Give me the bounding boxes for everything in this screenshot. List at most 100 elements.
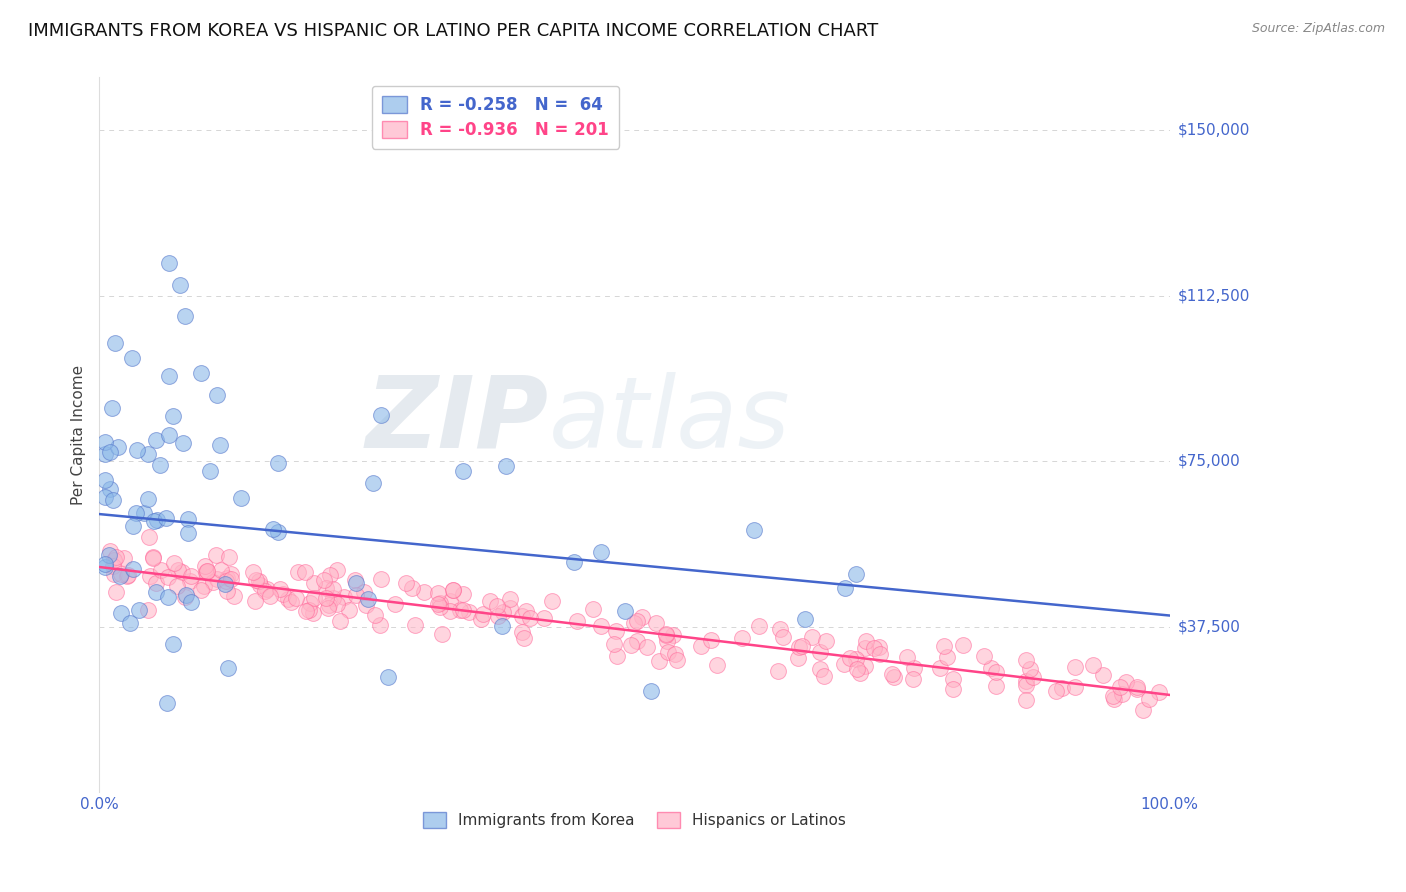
Point — [706, 657, 728, 672]
Y-axis label: Per Capita Income: Per Capita Income — [72, 365, 86, 505]
Point — [766, 664, 789, 678]
Point — [903, 672, 925, 686]
Point — [94, 490, 117, 504]
Point — [619, 638, 641, 652]
Point — [316, 601, 339, 615]
Point — [731, 631, 754, 645]
Point — [157, 590, 180, 604]
Point — [204, 548, 226, 562]
Point — [195, 565, 218, 579]
Point — [657, 645, 679, 659]
Point — [219, 566, 242, 581]
Point — [853, 659, 876, 673]
Point — [1021, 670, 1043, 684]
Point — [344, 576, 367, 591]
Point — [277, 592, 299, 607]
Legend: Immigrants from Korea, Hispanics or Latinos: Immigrants from Korea, Hispanics or Lati… — [416, 806, 852, 834]
Point — [451, 603, 474, 617]
Point — [486, 599, 509, 614]
Point — [495, 458, 517, 473]
Point — [142, 551, 165, 566]
Point — [690, 639, 713, 653]
Point — [1147, 685, 1170, 699]
Point — [654, 627, 676, 641]
Point — [217, 661, 239, 675]
Point — [813, 669, 835, 683]
Point — [218, 549, 240, 564]
Point — [315, 581, 337, 595]
Point — [134, 506, 156, 520]
Point — [195, 565, 218, 579]
Point — [105, 549, 128, 564]
Point — [202, 575, 225, 590]
Point — [193, 579, 215, 593]
Point — [984, 679, 1007, 693]
Point — [194, 558, 217, 573]
Point — [451, 464, 474, 478]
Point — [472, 607, 495, 622]
Point — [177, 511, 200, 525]
Point — [952, 638, 974, 652]
Point — [156, 697, 179, 711]
Point — [1050, 681, 1073, 696]
Point — [1115, 675, 1137, 690]
Point — [787, 640, 810, 655]
Point — [219, 573, 242, 587]
Point — [243, 594, 266, 608]
Point — [302, 576, 325, 591]
Point — [936, 649, 959, 664]
Point — [121, 351, 143, 365]
Point — [103, 553, 125, 567]
Point — [249, 578, 271, 592]
Point — [104, 585, 127, 599]
Point — [136, 447, 159, 461]
Point — [312, 573, 335, 587]
Point — [787, 650, 810, 665]
Point — [215, 571, 238, 585]
Point — [125, 443, 148, 458]
Point — [298, 603, 321, 617]
Point — [748, 619, 770, 633]
Point — [190, 583, 212, 598]
Point — [492, 605, 515, 619]
Text: $37,500: $37,500 — [1178, 619, 1241, 634]
Point — [848, 666, 870, 681]
Point — [166, 579, 188, 593]
Point — [162, 409, 184, 423]
Point — [110, 606, 132, 620]
Point — [242, 566, 264, 580]
Point — [1111, 687, 1133, 701]
Point — [115, 569, 138, 583]
Point — [295, 604, 318, 618]
Point — [880, 666, 903, 681]
Point — [429, 596, 451, 610]
Point — [103, 566, 125, 581]
Point — [217, 584, 239, 599]
Point — [1015, 693, 1038, 707]
Point — [655, 628, 678, 642]
Point — [363, 607, 385, 622]
Point — [205, 572, 228, 586]
Point — [1015, 674, 1038, 689]
Point — [157, 368, 180, 383]
Point — [120, 615, 142, 630]
Point — [591, 545, 613, 559]
Point — [591, 618, 613, 632]
Point — [138, 603, 160, 617]
Point — [159, 428, 181, 442]
Point — [470, 612, 492, 626]
Point — [645, 616, 668, 631]
Point — [124, 507, 146, 521]
Point — [519, 611, 541, 625]
Point — [122, 562, 145, 576]
Point — [1132, 703, 1154, 717]
Point — [665, 653, 688, 667]
Point — [1125, 680, 1147, 694]
Point — [328, 615, 350, 629]
Point — [1019, 662, 1042, 676]
Point — [94, 435, 117, 450]
Point — [294, 566, 316, 580]
Point — [318, 568, 340, 582]
Point — [582, 601, 605, 615]
Point — [98, 482, 121, 496]
